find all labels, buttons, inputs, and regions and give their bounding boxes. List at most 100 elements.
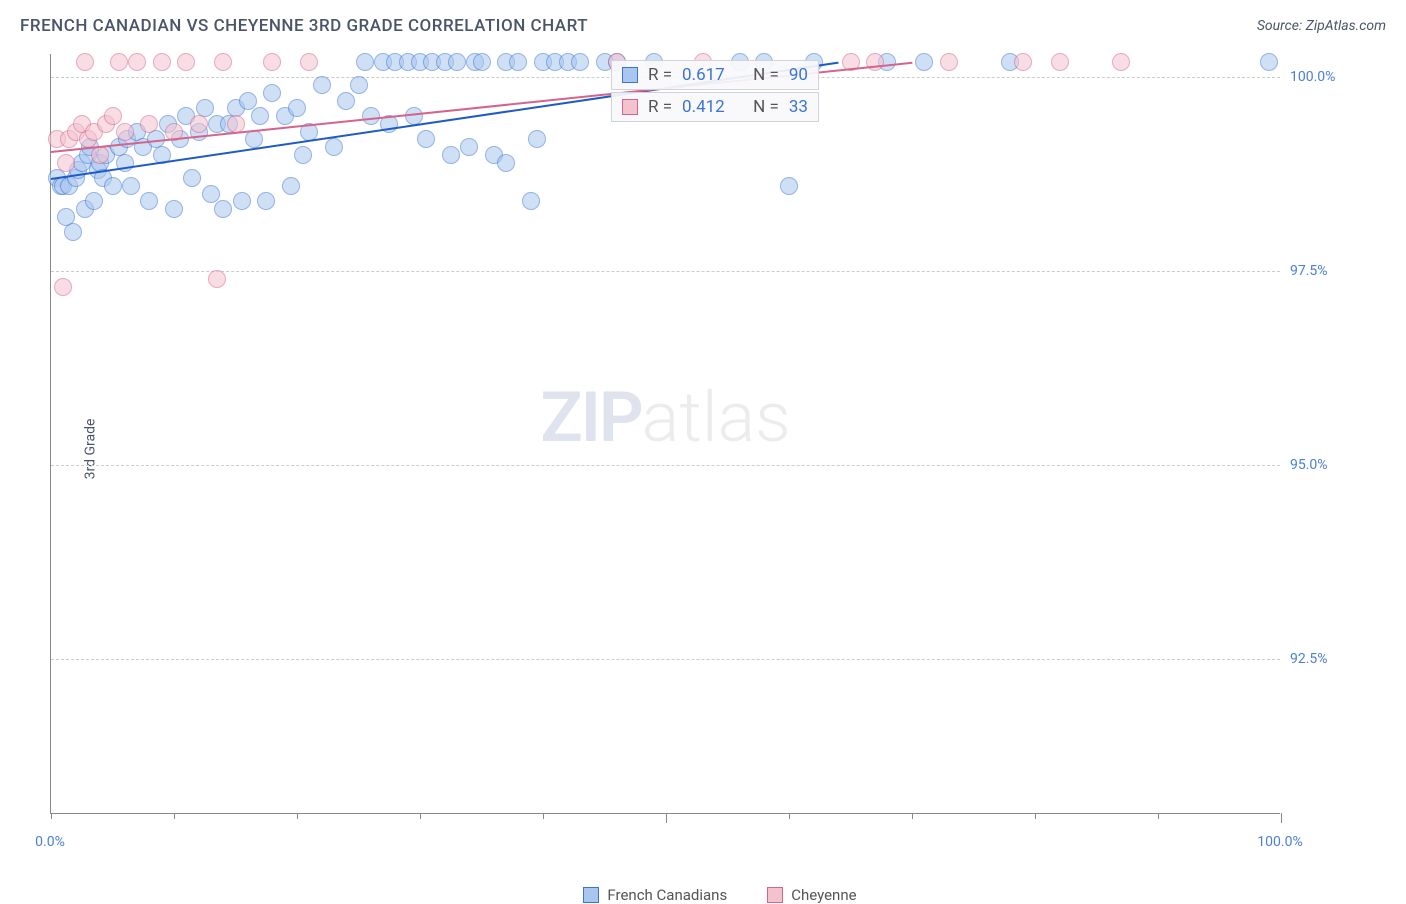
data-point	[362, 107, 380, 125]
data-point	[356, 53, 374, 71]
data-point	[1112, 53, 1130, 71]
data-point	[528, 130, 546, 148]
n-value: 33	[789, 97, 808, 117]
data-point	[473, 53, 491, 71]
data-point	[153, 53, 171, 71]
data-point	[233, 192, 251, 210]
r-value: 0.412	[682, 97, 725, 117]
x-tick-label: 0.0%	[35, 834, 65, 850]
y-tick-label: 97.5%	[1290, 263, 1328, 279]
data-point	[915, 53, 933, 71]
data-point	[337, 92, 355, 110]
data-point	[57, 154, 75, 172]
data-point	[140, 192, 158, 210]
data-point	[104, 177, 122, 195]
data-point	[282, 177, 300, 195]
data-point	[214, 53, 232, 71]
legend-bottom: French Canadians Cheyenne	[50, 886, 1390, 904]
x-tick	[912, 813, 913, 819]
data-point	[288, 99, 306, 117]
x-tick	[1281, 813, 1282, 823]
x-tick-label: 100.0%	[1257, 834, 1302, 850]
legend-swatch	[622, 99, 638, 115]
data-point	[245, 130, 263, 148]
watermark: ZIPatlas	[540, 377, 790, 459]
n-label: N =	[753, 65, 779, 85]
legend-item: French Canadians	[583, 886, 727, 904]
data-point	[122, 177, 140, 195]
x-tick	[789, 813, 790, 819]
gridline-h	[51, 465, 1280, 466]
data-point	[140, 115, 158, 133]
data-point	[239, 92, 257, 110]
y-tick-label: 92.5%	[1290, 651, 1328, 667]
data-point	[325, 138, 343, 156]
data-point	[940, 53, 958, 71]
chart-title: FRENCH CANADIAN VS CHEYENNE 3RD GRADE CO…	[20, 16, 588, 36]
data-point	[1014, 53, 1032, 71]
chart-source: Source: ZipAtlas.com	[1257, 18, 1386, 34]
data-point	[85, 192, 103, 210]
r-value: 0.617	[682, 65, 725, 85]
x-tick	[543, 813, 544, 819]
data-point	[448, 53, 466, 71]
source-name: ZipAtlas.com	[1306, 18, 1386, 34]
legend-swatch	[767, 887, 783, 903]
data-point	[64, 223, 82, 241]
x-tick	[1158, 813, 1159, 819]
x-tick	[51, 813, 52, 819]
data-point	[116, 123, 134, 141]
gridline-h	[51, 271, 1280, 272]
data-point	[442, 146, 460, 164]
r-label: R =	[648, 97, 672, 117]
legend-swatch	[583, 887, 599, 903]
legend-label: Cheyenne	[791, 886, 856, 904]
data-point	[509, 53, 527, 71]
data-point	[110, 53, 128, 71]
data-point	[54, 278, 72, 296]
data-point	[522, 192, 540, 210]
data-point	[128, 53, 146, 71]
data-point	[300, 53, 318, 71]
data-point	[214, 200, 232, 218]
data-point	[263, 53, 281, 71]
data-point	[780, 177, 798, 195]
data-point	[1051, 53, 1069, 71]
r-label: R =	[648, 65, 672, 85]
data-point	[104, 107, 122, 125]
gridline-h	[51, 659, 1280, 660]
x-tick	[420, 813, 421, 819]
data-point	[177, 53, 195, 71]
n-label: N =	[753, 97, 779, 117]
chart-area: 3rd Grade ZIPatlas R = 0.617 N = 90R = 0…	[50, 54, 1390, 844]
y-tick-label: 95.0%	[1290, 457, 1328, 473]
data-point	[165, 200, 183, 218]
stats-legend-row: R = 0.412 N = 33	[611, 92, 819, 122]
data-point	[1260, 53, 1278, 71]
n-value: 90	[789, 65, 808, 85]
data-point	[460, 138, 478, 156]
source-prefix: Source:	[1257, 18, 1306, 34]
data-point	[497, 154, 515, 172]
watermark-bold: ZIP	[540, 377, 641, 459]
watermark-light: atlas	[642, 377, 791, 459]
x-tick	[297, 813, 298, 819]
legend-swatch	[622, 67, 638, 83]
data-point	[263, 84, 281, 102]
legend-item: Cheyenne	[767, 886, 856, 904]
x-tick	[666, 813, 667, 823]
data-point	[294, 146, 312, 164]
data-point	[313, 76, 331, 94]
y-tick-label: 100.0%	[1290, 69, 1335, 85]
data-point	[183, 169, 201, 187]
data-point	[417, 130, 435, 148]
data-point	[208, 270, 226, 288]
data-point	[76, 53, 94, 71]
data-point	[571, 53, 589, 71]
data-point	[202, 185, 220, 203]
legend-label: French Canadians	[607, 886, 727, 904]
scatter-plot: ZIPatlas R = 0.617 N = 90 R = 0.412 N = 3…	[50, 54, 1280, 814]
x-tick	[1035, 813, 1036, 819]
x-tick	[174, 813, 175, 819]
data-point	[227, 115, 245, 133]
